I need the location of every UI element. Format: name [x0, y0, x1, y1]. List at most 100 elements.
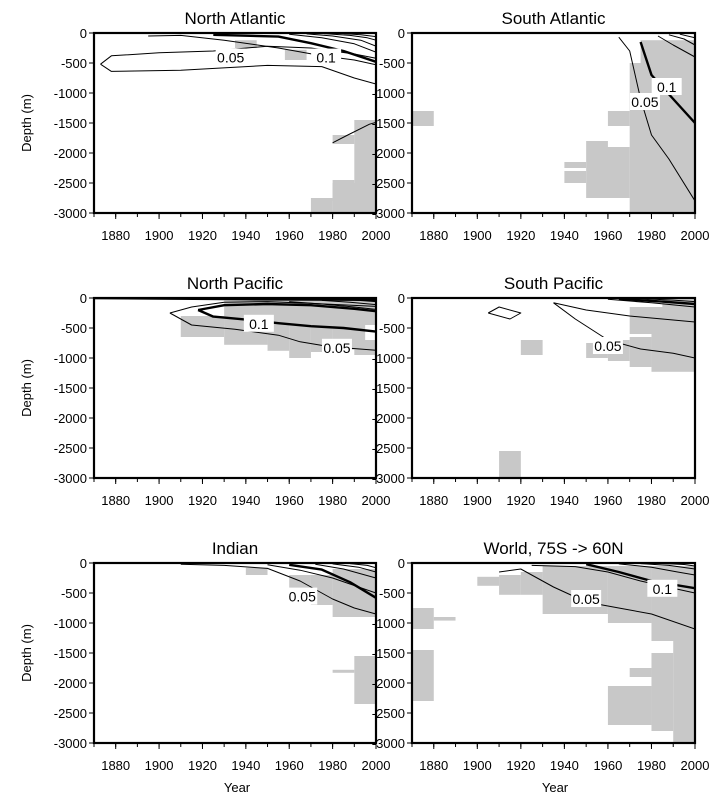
- x-tick-label: 1980: [318, 493, 347, 508]
- x-tick-label: 1880: [419, 758, 448, 773]
- x-tick-label: 1960: [275, 228, 304, 243]
- contour-line: [332, 563, 376, 573]
- y-tick-label: -500: [379, 321, 405, 336]
- contour-label: 0.1: [653, 581, 673, 597]
- x-tick-label: 2000: [681, 493, 710, 508]
- plot-area: 0.1 0.05: [412, 563, 695, 743]
- x-tick-label: 1880: [101, 493, 130, 508]
- shaded-cell: [245, 567, 268, 575]
- shaded-cell: [564, 162, 587, 168]
- x-tick-label: 1980: [318, 228, 347, 243]
- shaded-cell: [235, 40, 257, 48]
- x-tick-label: 1960: [275, 493, 304, 508]
- y-tick-label: -2500: [54, 176, 87, 191]
- shaded-cell: [640, 40, 695, 63]
- contour-line: [332, 121, 376, 144]
- panel-title: North Atlantic: [184, 9, 286, 28]
- shaded-cell: [284, 49, 307, 60]
- shaded-cell: [607, 111, 630, 126]
- y-tick-label: -1500: [372, 381, 405, 396]
- shaded-cell: [354, 120, 376, 183]
- contour-label-background: [571, 590, 602, 607]
- y-tick-label: -1000: [372, 351, 405, 366]
- shaded-cell: [412, 650, 434, 701]
- contour-line: [321, 299, 376, 306]
- y-tick-label: 0: [80, 291, 87, 306]
- contour-line: [315, 563, 376, 579]
- contour-label-background: [592, 337, 623, 354]
- y-tick-label: -1000: [54, 351, 87, 366]
- panel-title: South Pacific: [504, 274, 604, 293]
- shaded-cell: [412, 608, 434, 629]
- y-tick-label: -3000: [54, 206, 87, 221]
- x-tick-label: 1940: [550, 228, 579, 243]
- shaded-cell: [651, 566, 695, 641]
- x-tick-label: 1960: [593, 493, 622, 508]
- contour-line: [487, 306, 522, 320]
- contour-line: [213, 33, 376, 63]
- contour-label-background: [651, 78, 682, 95]
- shaded-cell: [332, 183, 376, 213]
- contour-line: [657, 35, 695, 58]
- y-tick-label: -1000: [54, 86, 87, 101]
- shaded-cell: [673, 641, 695, 653]
- panel-title: Indian: [212, 539, 258, 558]
- x-tick-label: 1980: [637, 493, 666, 508]
- shaded-cell: [433, 617, 456, 621]
- x-tick-label: 2000: [681, 758, 710, 773]
- contour-line: [306, 33, 376, 47]
- shaded-cell: [354, 656, 376, 704]
- y-tick-label: 0: [398, 556, 405, 571]
- contour-label-background: [321, 338, 352, 356]
- x-tick-label: 1900: [145, 758, 174, 773]
- y-axis-label-row-1: Depth (m): [19, 94, 34, 152]
- shaded-cell: [412, 111, 434, 126]
- panel-5: 0.05 0 -500 -1000 -1500 -2000 -2500 -3000 1880 19…: [54, 539, 391, 773]
- y-tick-label: -1500: [372, 646, 405, 661]
- y-tick-label: -2000: [372, 146, 405, 161]
- y-axis-label-row-3: Depth (m): [19, 624, 34, 682]
- contour-label: 0.05: [631, 94, 658, 110]
- y-tick-label: -1500: [54, 646, 87, 661]
- x-tick-label: 1960: [593, 758, 622, 773]
- panel-4: 0.05 0 -500 -1000 -1500 -2000 -2500 -3000 1880 19…: [372, 274, 710, 508]
- x-tick-label: 1920: [506, 758, 535, 773]
- y-tick-label: -2000: [372, 676, 405, 691]
- x-tick-label: 2000: [362, 228, 391, 243]
- y-tick-label: 0: [80, 26, 87, 41]
- x-tick-label: 2000: [362, 758, 391, 773]
- plot-area: 0.1 0.05: [94, 298, 376, 358]
- shaded-cell: [651, 686, 674, 731]
- contour-label-background: [311, 48, 342, 66]
- shaded-cell: [629, 668, 652, 677]
- y-tick-label: -1500: [54, 381, 87, 396]
- contour-line: [349, 563, 376, 569]
- contour-line: [180, 563, 376, 615]
- contour-line: [323, 33, 376, 41]
- shaded-cell: [354, 340, 376, 355]
- x-axis-label-left: Year: [224, 780, 251, 795]
- shaded-cell: [477, 576, 500, 586]
- y-tick-label: -1000: [372, 616, 405, 631]
- contour-line: [668, 34, 695, 46]
- shaded-cell: [586, 141, 608, 147]
- contour-label: 0.05: [594, 338, 621, 354]
- shaded-cell: [651, 653, 674, 686]
- shaded-cell: [499, 451, 521, 478]
- contour-line: [640, 298, 695, 303]
- x-tick-label: 1920: [188, 493, 217, 508]
- contour-line: [553, 302, 695, 323]
- x-tick-label: 1960: [275, 758, 304, 773]
- contour-line: [197, 308, 376, 333]
- y-tick-label: -2500: [372, 706, 405, 721]
- x-tick-label: 1880: [101, 758, 130, 773]
- contour-label-background: [215, 48, 246, 66]
- y-tick-label: -2000: [54, 411, 87, 426]
- shaded-cell: [629, 337, 652, 367]
- contour-label: 0.05: [217, 50, 244, 66]
- y-tick-label: -2000: [372, 411, 405, 426]
- contour-line: [618, 298, 695, 306]
- shaded-cell: [520, 340, 543, 355]
- contour-label: 0.1: [316, 50, 336, 66]
